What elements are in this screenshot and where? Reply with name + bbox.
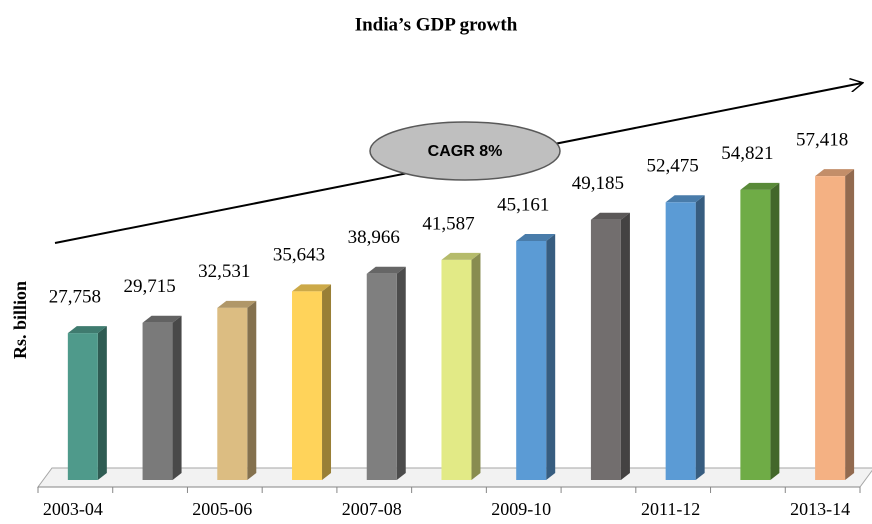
annotation-ellipse: [369, 121, 561, 181]
bar-top: [67, 326, 107, 334]
bar-side: [845, 169, 855, 480]
bar-top: [292, 284, 332, 292]
bar: [516, 233, 556, 480]
x-tick-label: 2003-04: [43, 499, 103, 519]
bar-top: [217, 300, 257, 308]
data-label: 35,643: [273, 245, 325, 266]
bar-side: [247, 300, 257, 480]
bar-side: [396, 266, 406, 480]
annotation: CAGR 8%: [428, 143, 503, 160]
bar-top: [665, 195, 705, 203]
bar-side: [471, 252, 481, 480]
bar: [441, 252, 481, 480]
bar-front: [217, 307, 248, 480]
bar-top: [740, 182, 780, 190]
bar-front: [441, 259, 472, 480]
x-tick-label: 2013-14: [790, 499, 850, 519]
data-label: 29,715: [123, 276, 175, 297]
data-label: 45,161: [497, 194, 549, 215]
bar: [740, 182, 780, 480]
bar: [815, 169, 855, 480]
bar-front: [142, 322, 173, 480]
bar-side: [322, 284, 332, 480]
data-label: 41,587: [422, 213, 474, 234]
bar-side: [620, 212, 630, 480]
bar: [590, 212, 630, 480]
x-tick-label: 2005-06: [192, 499, 252, 519]
bar-side: [546, 233, 556, 480]
bar-top: [366, 266, 406, 274]
bar-side: [770, 182, 780, 480]
y-axis-label: Rs. billion: [10, 281, 30, 359]
bar-front: [366, 273, 397, 480]
bar: [366, 266, 406, 480]
bar-front: [67, 333, 98, 480]
bar-front: [516, 240, 547, 480]
data-label: 38,966: [348, 227, 400, 248]
bar-side: [695, 195, 705, 481]
chart-title: India’s GDP growth: [355, 14, 518, 35]
bar: [142, 315, 182, 480]
bar: [292, 284, 332, 480]
data-label: 49,185: [572, 173, 624, 194]
bar-front: [590, 219, 621, 480]
bar-front: [665, 202, 696, 481]
x-tick-label: 2009-10: [491, 499, 551, 519]
bar-side: [97, 326, 107, 480]
bar: [665, 195, 705, 481]
bar-side: [172, 315, 182, 480]
data-label: 52,475: [647, 156, 699, 177]
bar: [67, 326, 107, 480]
bar-front: [292, 291, 323, 480]
data-label: 57,418: [796, 129, 848, 150]
bar-top: [441, 252, 481, 260]
bar-front: [740, 189, 771, 480]
bar-top: [142, 315, 182, 323]
x-tick-label: 2007-08: [342, 499, 402, 519]
bar-top: [590, 212, 630, 220]
bar: [217, 300, 257, 480]
bar-top: [516, 233, 556, 241]
bar-front: [815, 176, 846, 480]
bar-top: [815, 169, 855, 177]
data-label: 27,758: [49, 286, 101, 307]
x-tick-label: 2011-12: [641, 499, 700, 519]
data-label: 32,531: [198, 261, 250, 282]
data-label: 54,821: [721, 143, 773, 164]
